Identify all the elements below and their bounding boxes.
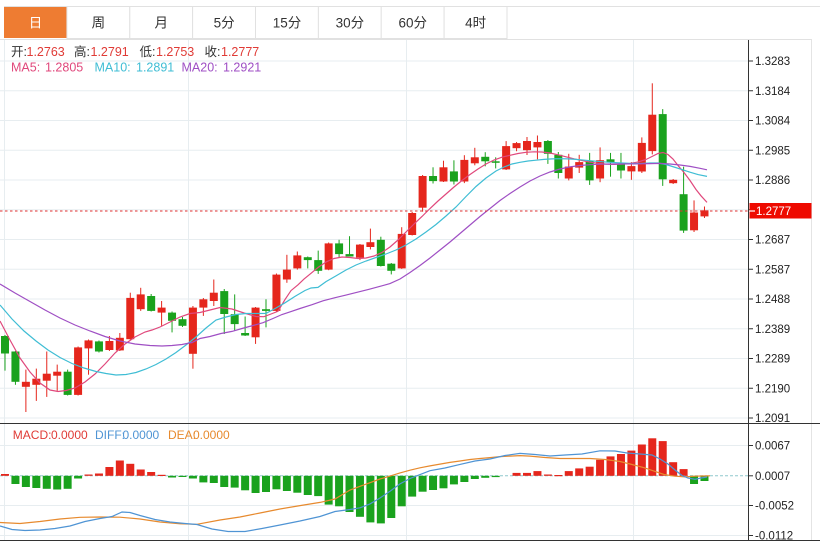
svg-text:5分: 5分 [214,16,235,31]
svg-text:60分: 60分 [399,16,428,31]
svg-text:月: 月 [154,16,168,31]
svg-text:日: 日 [29,16,43,31]
svg-text:1.2985: 1.2985 [755,145,790,157]
svg-text:周: 周 [92,16,106,31]
svg-text:1.2389: 1.2389 [755,324,790,336]
svg-text:1.3283: 1.3283 [755,56,790,68]
svg-text:1.3184: 1.3184 [755,86,791,98]
svg-text:1.2091: 1.2091 [755,413,790,425]
svg-text:30分: 30分 [336,16,365,31]
svg-text:1.2886: 1.2886 [755,175,790,187]
svg-text:1.2777: 1.2777 [756,206,791,218]
svg-text:15分: 15分 [273,16,302,31]
svg-text:1.2289: 1.2289 [755,354,790,366]
svg-text:1.2488: 1.2488 [755,294,790,306]
svg-text:4时: 4时 [465,16,486,31]
svg-text:0.0007: 0.0007 [755,471,790,483]
svg-text:0.0067: 0.0067 [755,441,790,453]
svg-text:-0.0052: -0.0052 [755,501,794,513]
svg-text:1.2587: 1.2587 [755,264,790,276]
svg-text:-0.0112: -0.0112 [755,531,793,543]
svg-text:1.2687: 1.2687 [755,235,790,247]
svg-text:1.2190: 1.2190 [755,383,790,395]
svg-text:1.3084: 1.3084 [755,116,791,128]
